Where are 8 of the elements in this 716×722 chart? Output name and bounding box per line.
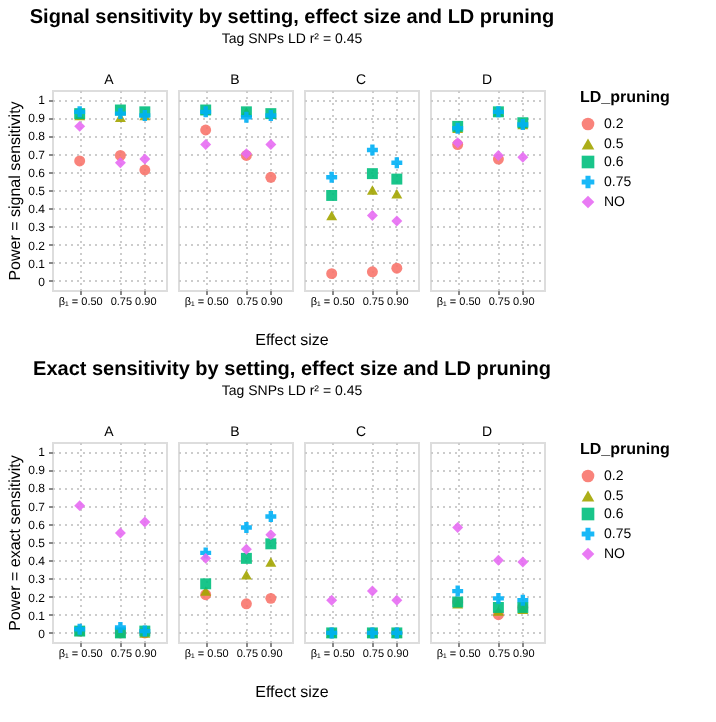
y-axis-title: Power = signal sensitivity — [6, 101, 25, 281]
legend-title: LD_pruning — [580, 88, 670, 106]
text: Exact sensitivity by setting, effect size and LD pruning — [33, 359, 551, 381]
legend-title: LD_pruning — [580, 440, 670, 458]
x-axis-title: Effect size — [255, 331, 330, 349]
text: Signal sensitivity by setting, effect size and LD pruning — [29, 7, 555, 29]
x-axis-title: Effect size — [255, 683, 330, 701]
y-axis-title: Power = exact sensitivity — [6, 455, 25, 631]
